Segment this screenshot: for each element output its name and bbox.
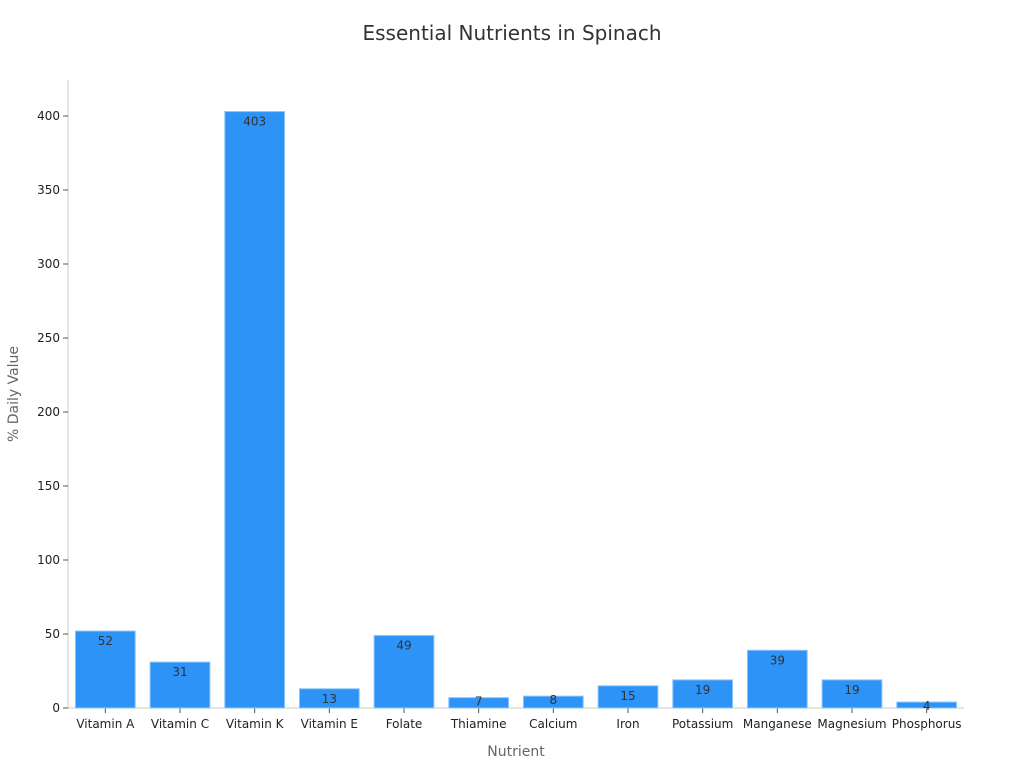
data-label: 13 [322, 692, 337, 706]
data-label: 8 [550, 693, 558, 707]
data-label: 19 [844, 683, 859, 697]
bar[interactable] [298, 688, 360, 709]
x-tick-label: Vitamin C [151, 717, 209, 731]
bar[interactable] [746, 649, 808, 709]
x-tick-label: Iron [616, 717, 639, 731]
bar[interactable] [373, 634, 435, 709]
bar[interactable] [149, 661, 211, 709]
bar[interactable] [522, 695, 584, 709]
bar[interactable] [597, 685, 659, 709]
bar[interactable] [224, 111, 286, 709]
x-tick-label: Potassium [672, 717, 733, 731]
x-tick-label: Thiamine [450, 717, 507, 731]
y-tick-label: 50 [45, 627, 60, 641]
x-tick-label: Calcium [529, 717, 577, 731]
y-tick-label: 200 [37, 405, 60, 419]
bar[interactable] [672, 679, 734, 709]
x-tick-label: Vitamin A [76, 717, 135, 731]
x-tick-label: Folate [386, 717, 423, 731]
bars: 52 31 403 13 49 7 8 15 19 39 19 4 [74, 111, 958, 713]
data-label: 49 [396, 638, 411, 652]
bar[interactable] [896, 701, 958, 709]
y-axis-label: % Daily Value [6, 346, 22, 442]
x-tick-label: Manganese [743, 717, 812, 731]
bar[interactable] [74, 630, 136, 709]
data-label: 39 [770, 653, 785, 667]
chart-title: Essential Nutrients in Spinach [362, 21, 661, 45]
x-tick-label: Magnesium [817, 717, 886, 731]
data-label: 31 [172, 665, 187, 679]
y-tick-label: 400 [37, 109, 60, 123]
x-tick-label: Vitamin K [226, 717, 285, 731]
y-tick-label: 100 [37, 553, 60, 567]
y-tick-label: 150 [37, 479, 60, 493]
axes: 0 50 100 150 200 250 300 350 400 Vitamin A Vitamin… [37, 80, 964, 731]
x-tick-label: Phosphorus [892, 717, 962, 731]
y-tick-label: 0 [52, 701, 60, 715]
bar[interactable] [821, 679, 883, 709]
data-label: 403 [243, 115, 266, 129]
data-label: 4 [923, 699, 931, 713]
x-tick-label: Vitamin E [301, 717, 358, 731]
x-axis-label: Nutrient [487, 744, 545, 760]
y-tick-label: 300 [37, 257, 60, 271]
data-label: 7 [475, 695, 483, 709]
y-tick-label: 250 [37, 331, 60, 345]
data-label: 52 [98, 634, 113, 648]
data-label: 15 [620, 689, 635, 703]
y-tick-label: 350 [37, 183, 60, 197]
data-label: 19 [695, 683, 710, 697]
bar[interactable] [448, 697, 510, 709]
